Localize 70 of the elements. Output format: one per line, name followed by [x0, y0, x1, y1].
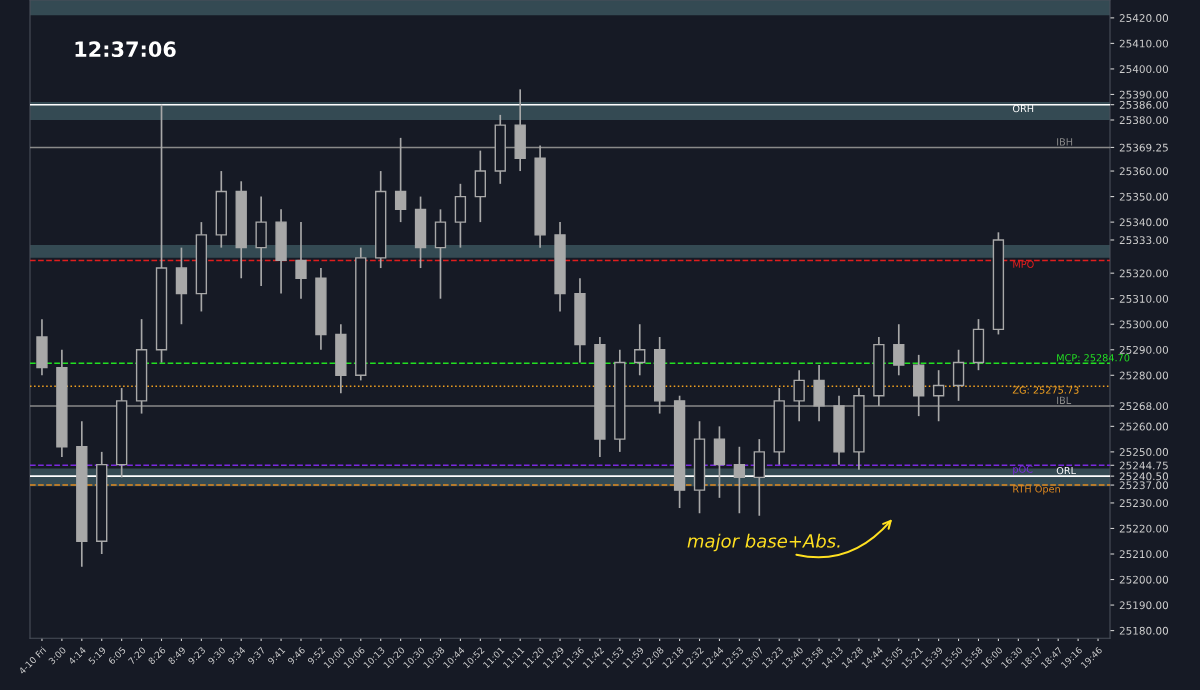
y-tick-label: 25340.00 — [1119, 218, 1169, 227]
y-tick-label: 25310.00 — [1119, 294, 1169, 303]
candlestick — [833, 394, 845, 466]
y-tick-label: 25280.00 — [1119, 371, 1169, 380]
ref-line-label: IBL — [1057, 396, 1072, 404]
y-tick-label: 25180.00 — [1119, 626, 1169, 635]
y-tick-label: 25350.00 — [1119, 192, 1169, 201]
candlestick — [634, 323, 646, 377]
y-tick-label: 25268.00 — [1119, 402, 1169, 411]
candlestick — [893, 323, 905, 377]
candlestick — [275, 208, 287, 295]
ref-line-label: IBH — [1057, 138, 1073, 146]
y-tick-label: 25244.75 — [1119, 461, 1168, 470]
candlestick — [315, 267, 327, 351]
y-tick-label: 25333.00 — [1119, 236, 1169, 245]
ref-line-label: MPO — [1013, 260, 1034, 268]
annotation: major base+Abs. — [687, 533, 840, 552]
candlestick — [76, 420, 88, 568]
candlestick — [614, 348, 626, 453]
candlestick — [773, 387, 785, 466]
candlestick — [474, 149, 487, 223]
candlestick — [175, 246, 188, 326]
candlestick — [96, 451, 108, 555]
candlestick — [295, 221, 307, 300]
y-tick-label: 25250.00 — [1119, 448, 1169, 456]
candlestick — [793, 369, 805, 423]
y-tick-label: 25290.00 — [1119, 345, 1169, 354]
candlestick — [554, 221, 566, 313]
candlestick — [534, 144, 546, 249]
y-tick-label: 25390.00 — [1119, 90, 1169, 99]
annotation: 12:37:06 — [75, 41, 176, 58]
y-tick-label: 25210.00 — [1119, 550, 1169, 559]
y-tick-label: 25300.00 — [1119, 320, 1169, 329]
y-tick-label: 25200.00 — [1119, 575, 1169, 584]
y-tick-label: 25237.00 — [1119, 481, 1169, 490]
candlestick — [514, 88, 526, 172]
y-tick-label: 25369.25 — [1119, 143, 1168, 152]
candlestick — [853, 387, 865, 471]
candlestick — [375, 170, 387, 269]
y-tick-label: 25380.00 — [1119, 116, 1169, 125]
candlestick — [36, 318, 48, 377]
candlestick — [813, 364, 825, 423]
candlestick — [574, 277, 586, 364]
candlestick — [873, 336, 885, 407]
y-tick-label: 25410.00 — [1119, 39, 1169, 48]
candlestick — [56, 348, 68, 458]
candlestick — [215, 170, 227, 249]
ref-line-label: RTH Open — [1013, 485, 1060, 495]
y-tick-label: 25360.00 — [1119, 167, 1169, 176]
y-tick-label: 25420.00 — [1119, 14, 1169, 22]
ref-line-label: MCP: 25284.70 — [1057, 354, 1130, 362]
y-tick-label: 25240.50 — [1119, 472, 1169, 481]
ref-line-label: ORH — [1012, 104, 1034, 113]
candlestick — [653, 336, 666, 415]
y-tick-label: 25230.00 — [1119, 499, 1169, 508]
candlestick — [594, 336, 606, 458]
y-tick-label: 25320.00 — [1119, 269, 1169, 278]
y-tick-label: 25260.00 — [1119, 422, 1169, 431]
y-tick-label: 25190.00 — [1119, 601, 1169, 610]
candlestick — [753, 438, 765, 517]
ref-line-label: ORL — [1056, 466, 1076, 475]
candlestick — [494, 114, 506, 185]
candlestick — [255, 195, 267, 287]
candlestick — [335, 323, 347, 394]
candlestick — [913, 354, 925, 417]
y-tick-label: 25400.00 — [1119, 65, 1169, 74]
ref-line-label: pOC — [1013, 465, 1033, 475]
y-tick-label: 25220.00 — [1119, 524, 1169, 533]
candlestick — [235, 180, 247, 280]
y-tick-label: 25386.00 — [1119, 100, 1169, 109]
